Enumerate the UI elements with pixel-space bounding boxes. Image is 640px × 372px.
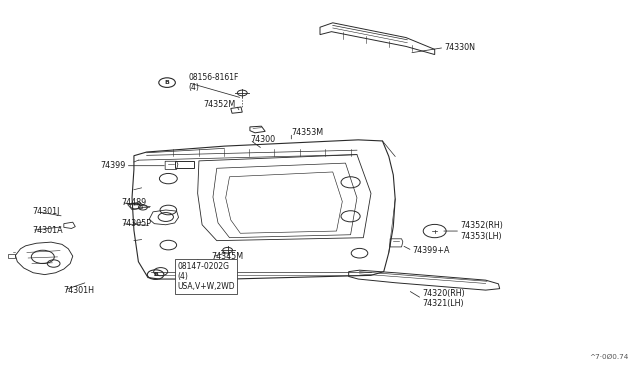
Text: 74353M: 74353M bbox=[291, 128, 323, 137]
Text: 08156-8161F
(4): 08156-8161F (4) bbox=[189, 73, 239, 92]
Text: B: B bbox=[164, 80, 170, 85]
Text: 74301J: 74301J bbox=[32, 207, 60, 217]
Text: ^7·0Ø0.74: ^7·0Ø0.74 bbox=[589, 354, 629, 360]
Text: 74305P: 74305P bbox=[121, 219, 151, 228]
Text: B: B bbox=[153, 272, 158, 277]
Text: 74489: 74489 bbox=[121, 198, 147, 207]
Bar bbox=[175, 161, 194, 168]
Text: 74345M: 74345M bbox=[212, 252, 244, 262]
Text: 74320(RH)
74321(LH): 74320(RH) 74321(LH) bbox=[422, 289, 465, 308]
Text: 74300: 74300 bbox=[250, 135, 275, 144]
Text: 74352(RH)
74353(LH): 74352(RH) 74353(LH) bbox=[460, 221, 503, 241]
Text: 74301A: 74301A bbox=[32, 226, 63, 235]
Text: 74399+A: 74399+A bbox=[412, 246, 450, 255]
Text: 08147-0202G
(4)
USA,V+W,2WD: 08147-0202G (4) USA,V+W,2WD bbox=[177, 262, 235, 291]
Text: 74301H: 74301H bbox=[64, 286, 95, 295]
Text: 74352M: 74352M bbox=[204, 100, 236, 109]
Text: 74399: 74399 bbox=[100, 161, 125, 170]
Text: 74330N: 74330N bbox=[444, 43, 476, 52]
